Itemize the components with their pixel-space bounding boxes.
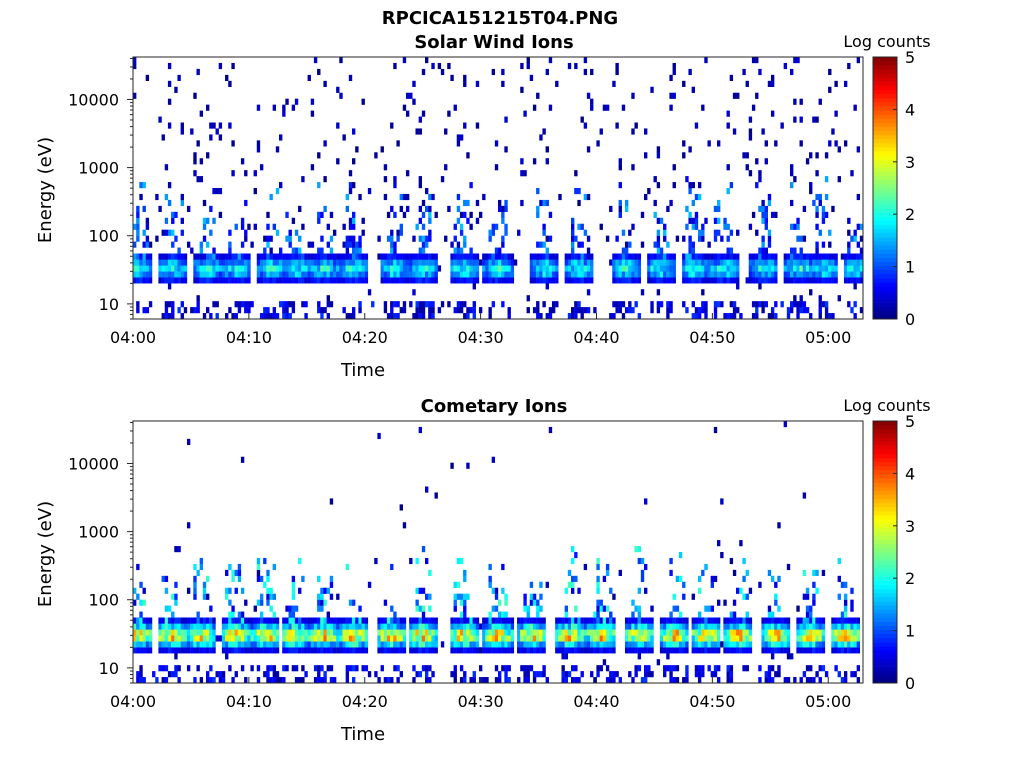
colorbar-tick-label: 3 xyxy=(905,517,915,536)
y-axis-label: Energy (eV) xyxy=(35,501,56,607)
x-tick-label: 04:20 xyxy=(342,328,388,347)
y-tick-label: 1000 xyxy=(78,523,119,542)
colorbar-tick-label: 1 xyxy=(905,258,915,277)
colorbar-tick-label: 5 xyxy=(905,412,915,431)
colorbar-tick-label: 4 xyxy=(905,464,915,483)
x-tick-label: 04:20 xyxy=(342,692,388,711)
colorbar-tick-label: 5 xyxy=(905,48,915,67)
x-tick-label: 04:40 xyxy=(573,328,619,347)
y-tick-label: 10000 xyxy=(68,90,119,109)
x-tick-label: 04:10 xyxy=(226,692,272,711)
colorbar-frame xyxy=(872,420,898,684)
x-tick-label: 04:30 xyxy=(458,692,504,711)
x-tick-label: 04:10 xyxy=(226,328,272,347)
x-axis-label: Time xyxy=(340,360,385,381)
colorbar-label: Log counts xyxy=(843,32,930,51)
x-tick-label: 04:50 xyxy=(689,692,735,711)
y-tick-label: 100 xyxy=(88,591,119,610)
colorbar-tick-label: 2 xyxy=(905,205,915,224)
colorbar-tick-label: 0 xyxy=(905,674,915,693)
y-axis-label: Energy (eV) xyxy=(35,137,56,243)
colorbar-label: Log counts xyxy=(843,396,930,415)
colorbar-frame xyxy=(872,56,898,320)
x-tick-label: 04:30 xyxy=(458,328,504,347)
y-tick-label: 100 xyxy=(88,227,119,246)
colorbar-tick-label: 0 xyxy=(905,310,915,329)
spectrogram-cells xyxy=(133,421,861,684)
x-tick-label: 04:50 xyxy=(689,328,735,347)
x-axis-label: Time xyxy=(340,724,385,745)
colorbar-tick-label: 4 xyxy=(905,100,915,119)
colorbar-tick-label: 3 xyxy=(905,153,915,172)
panel-solar-wind-ions: Solar Wind Ions 04:00 04:10 04:20 04:30 04:40… xyxy=(35,32,931,381)
panel-title: Solar Wind Ions xyxy=(414,32,573,53)
y-tick-label: 10 xyxy=(99,659,119,678)
x-tick-label: 05:00 xyxy=(805,692,851,711)
y-tick-label: 10 xyxy=(99,295,119,314)
x-tick-label: 04:40 xyxy=(573,692,619,711)
y-tick-label: 10000 xyxy=(68,454,119,473)
x-tick-label: 05:00 xyxy=(805,328,851,347)
x-tick-label: 04:00 xyxy=(110,692,156,711)
x-tick-label: 04:00 xyxy=(110,328,156,347)
colorbar-tick-label: 2 xyxy=(905,569,915,588)
colorbar-tick-label: 1 xyxy=(905,622,915,641)
y-tick-label: 1000 xyxy=(78,159,119,178)
figure-title: RPCICA151215T04.PNG xyxy=(382,8,618,29)
spectrogram-cells xyxy=(133,57,864,320)
panel-title: Cometary Ions xyxy=(421,396,568,417)
